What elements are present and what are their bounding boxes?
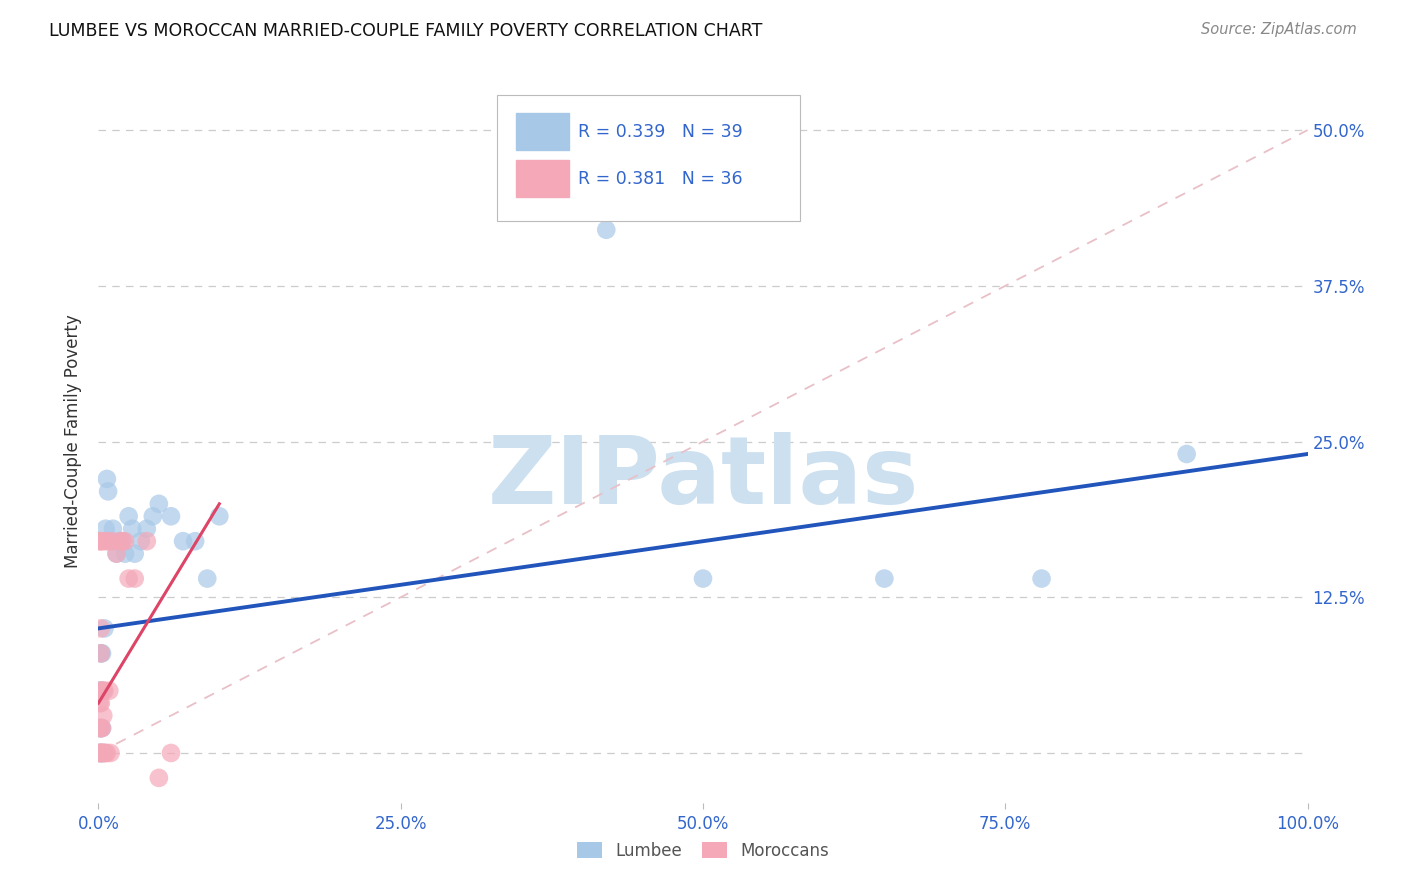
Point — [160, 509, 183, 524]
Text: ZIPatlas: ZIPatlas — [488, 432, 918, 524]
Point — [91, 683, 114, 698]
Point — [121, 522, 143, 536]
Point — [1175, 447, 1198, 461]
Point — [89, 721, 111, 735]
Point — [105, 547, 128, 561]
Point — [873, 572, 896, 586]
Point — [89, 746, 111, 760]
Point — [105, 547, 128, 561]
Point — [96, 472, 118, 486]
Point — [94, 534, 117, 549]
Point — [124, 547, 146, 561]
Point — [93, 621, 115, 635]
Point — [208, 509, 231, 524]
Point — [100, 534, 122, 549]
Point — [89, 534, 111, 549]
Point — [89, 683, 111, 698]
Point — [148, 497, 170, 511]
Point — [91, 683, 114, 698]
Point — [114, 534, 136, 549]
Point — [91, 534, 114, 549]
FancyBboxPatch shape — [516, 112, 569, 151]
Point — [94, 522, 117, 536]
Point — [172, 534, 194, 549]
Point — [90, 621, 112, 635]
Point — [90, 646, 112, 660]
Point — [94, 746, 117, 760]
Point — [97, 534, 120, 549]
Point — [135, 534, 157, 549]
FancyBboxPatch shape — [516, 160, 569, 197]
Point — [93, 683, 115, 698]
Point — [89, 746, 111, 760]
Point — [96, 746, 118, 760]
Point — [89, 746, 111, 760]
Point — [100, 746, 122, 760]
Point — [91, 721, 114, 735]
Point — [184, 534, 207, 549]
Point — [118, 572, 141, 586]
Point — [101, 534, 124, 549]
Text: LUMBEE VS MOROCCAN MARRIED-COUPLE FAMILY POVERTY CORRELATION CHART: LUMBEE VS MOROCCAN MARRIED-COUPLE FAMILY… — [49, 22, 762, 40]
Point — [91, 746, 114, 760]
Point — [90, 746, 112, 760]
Point — [90, 721, 112, 735]
Point — [90, 683, 112, 698]
Point — [90, 646, 112, 660]
Point — [89, 721, 111, 735]
Point — [93, 746, 115, 760]
Point — [148, 771, 170, 785]
Point — [160, 746, 183, 760]
Point — [90, 696, 112, 710]
Text: Source: ZipAtlas.com: Source: ZipAtlas.com — [1201, 22, 1357, 37]
Text: R = 0.339   N = 39: R = 0.339 N = 39 — [578, 122, 744, 141]
Point — [1031, 572, 1053, 586]
Y-axis label: Married-Couple Family Poverty: Married-Couple Family Poverty — [65, 315, 83, 568]
Point — [692, 572, 714, 586]
Point — [124, 572, 146, 586]
Point — [195, 572, 218, 586]
Point — [91, 646, 114, 660]
Point — [91, 746, 114, 760]
Text: R = 0.381   N = 36: R = 0.381 N = 36 — [578, 169, 744, 187]
Point — [89, 696, 111, 710]
Point — [114, 547, 136, 561]
Point — [108, 534, 131, 549]
Point — [91, 746, 114, 760]
Point — [98, 683, 121, 698]
Point — [595, 223, 617, 237]
Point — [101, 522, 124, 536]
Point — [90, 683, 112, 698]
Point — [108, 534, 131, 549]
Point — [90, 534, 112, 549]
Point — [90, 721, 112, 735]
Point — [91, 721, 114, 735]
Point — [118, 509, 141, 524]
Point — [97, 484, 120, 499]
Point — [90, 746, 112, 760]
FancyBboxPatch shape — [498, 95, 800, 221]
Legend: Lumbee, Moroccans: Lumbee, Moroccans — [571, 836, 835, 867]
Point — [142, 509, 165, 524]
Point — [129, 534, 152, 549]
Point — [91, 708, 114, 723]
Point — [91, 746, 114, 760]
Point — [111, 534, 134, 549]
Point — [135, 522, 157, 536]
Point — [111, 534, 134, 549]
